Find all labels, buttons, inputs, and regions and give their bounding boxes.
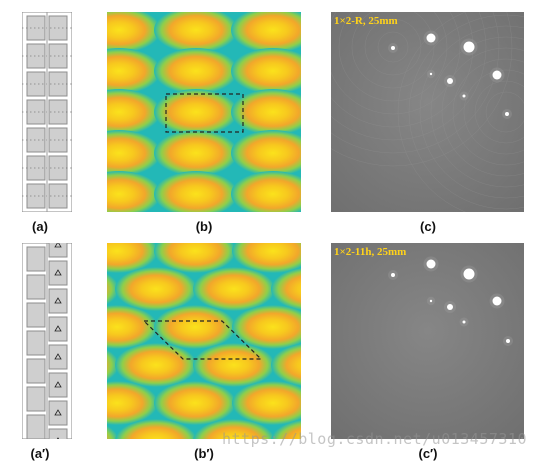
field-lobe — [107, 381, 158, 425]
cell-block-offset — [48, 288, 68, 314]
bright-particle — [462, 94, 466, 98]
triangle-marker-icon — [54, 297, 62, 304]
field-lobe — [107, 273, 119, 305]
bright-particle — [462, 320, 466, 324]
panel-c-prime-annotation: 1×2-11h, 25mm — [334, 246, 407, 258]
field-lobe — [231, 12, 301, 53]
panel-a-prime-label: (a′) — [30, 446, 50, 461]
field-lobe — [231, 130, 301, 176]
ct-background — [331, 12, 524, 212]
field-lobe — [271, 343, 301, 387]
cell-block — [26, 330, 46, 356]
panel-b-prime-label: (b′) — [194, 446, 214, 461]
field-lobe — [115, 267, 197, 311]
field-lobe — [193, 343, 275, 387]
panel-b-field-map-rectangular — [107, 12, 301, 212]
panel-c-prime-ct-image-hexagonal: 1×2-11h, 25mm — [331, 243, 524, 439]
unit-cell-dashed-rectangle — [165, 93, 244, 133]
cell-block-offset — [48, 243, 68, 258]
cell-block-offset — [48, 372, 68, 398]
field-lobe — [154, 89, 238, 135]
panel-a-label: (a) — [32, 219, 48, 234]
field-lobe — [154, 243, 236, 273]
field-lobe — [154, 171, 238, 212]
panel-c-label: (c) — [420, 219, 436, 234]
cell-block — [26, 274, 46, 300]
panel-b-label: (b) — [195, 219, 213, 234]
bright-particle — [426, 259, 436, 269]
cell-block-offset — [48, 316, 68, 342]
field-lobe — [232, 243, 301, 273]
unit-cell-dashed-parallelogram — [142, 320, 263, 360]
field-lobe — [271, 267, 301, 311]
field-lobe — [107, 48, 161, 94]
triangle-marker-icon — [54, 269, 62, 276]
cell-block — [26, 386, 46, 412]
field-lobe — [154, 130, 238, 176]
cell-block — [26, 302, 46, 328]
field-lobe — [231, 171, 301, 212]
bright-particle — [506, 339, 510, 343]
triangle-marker-icon — [54, 409, 62, 416]
cell-block — [26, 414, 46, 439]
field-lobe — [231, 48, 301, 94]
bright-particle — [463, 268, 475, 280]
bright-particle — [447, 304, 453, 310]
bright-particle — [391, 46, 395, 50]
bright-particle — [429, 72, 433, 76]
field-lobe — [193, 419, 275, 439]
field-lobe — [232, 305, 301, 349]
field-lobe — [107, 305, 158, 349]
triangle-marker-icon — [54, 353, 62, 360]
bright-particle — [492, 296, 502, 306]
panel-b-prime-field-map-hexagonal — [107, 243, 301, 439]
field-lobe — [232, 381, 301, 425]
bright-particle — [463, 41, 475, 53]
cell-block — [26, 246, 46, 272]
ct-background — [331, 243, 524, 439]
field-lobe — [107, 243, 158, 273]
triangle-marker-icon — [54, 381, 62, 388]
field-lobe — [271, 419, 301, 439]
bright-particle — [426, 33, 436, 43]
field-lobe — [154, 381, 236, 425]
field-lobe — [154, 305, 236, 349]
bright-particle — [429, 299, 433, 303]
cell-block-offset — [48, 428, 68, 439]
panel-c-annotation: 1×2-R, 25mm — [334, 15, 398, 27]
field-lobe — [193, 267, 275, 311]
field-lobe — [107, 12, 161, 53]
bright-particle — [447, 78, 453, 84]
panel-c-ct-image-rectangular: 1×2-R, 25mm — [331, 12, 524, 212]
panel-a-layout-rectangular — [22, 12, 72, 212]
field-lobe — [154, 12, 238, 53]
cell-block-offset — [48, 260, 68, 286]
field-lobe — [107, 89, 161, 135]
panel-a-prime-layout-hexagonal — [22, 243, 72, 439]
field-lobe — [154, 48, 238, 94]
triangle-marker-icon — [54, 325, 62, 332]
field-lobe — [107, 130, 161, 176]
field-lobe — [107, 171, 161, 212]
cell-block — [26, 358, 46, 384]
bright-particle — [492, 70, 502, 80]
bright-particle — [505, 112, 509, 116]
cell-block-offset — [48, 400, 68, 426]
watermark-text: https://blog.csdn.net/u013457310 — [222, 430, 527, 448]
field-lobe — [115, 343, 197, 387]
field-lobe — [231, 89, 301, 135]
cell-block-offset — [48, 344, 68, 370]
field-lobe — [107, 425, 119, 439]
bright-particle — [391, 273, 395, 277]
field-lobe — [115, 419, 197, 439]
triangle-marker-icon — [54, 243, 62, 248]
field-lobe — [107, 349, 119, 381]
panel-c-prime-label: (c′) — [418, 446, 438, 461]
